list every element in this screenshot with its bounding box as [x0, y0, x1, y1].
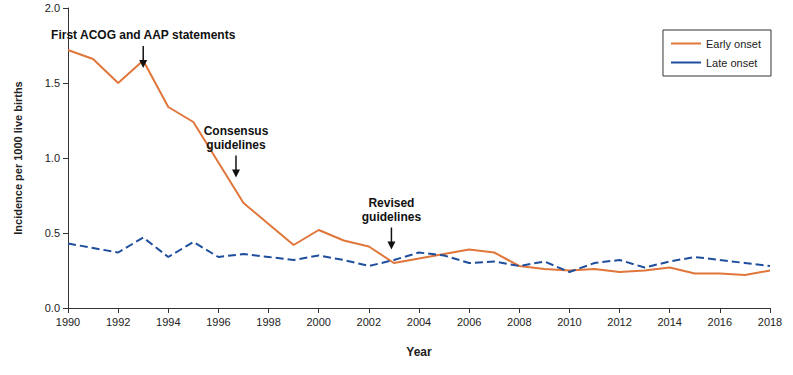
svg-text:guidelines: guidelines [206, 138, 266, 152]
svg-text:2008: 2008 [507, 316, 531, 328]
svg-text:1996: 1996 [206, 316, 230, 328]
svg-text:First ACOG and AAP statements: First ACOG and AAP statements [51, 28, 236, 42]
svg-text:Early onset: Early onset [706, 38, 761, 50]
svg-text:2018: 2018 [758, 316, 782, 328]
svg-text:Late onset: Late onset [706, 57, 757, 69]
svg-text:2012: 2012 [607, 316, 631, 328]
svg-text:0.5: 0.5 [45, 227, 60, 239]
svg-text:1992: 1992 [106, 316, 130, 328]
svg-text:1994: 1994 [156, 316, 180, 328]
svg-text:2016: 2016 [708, 316, 732, 328]
svg-text:1.5: 1.5 [45, 77, 60, 89]
svg-text:2004: 2004 [407, 316, 431, 328]
svg-text:1998: 1998 [256, 316, 280, 328]
svg-text:2014: 2014 [657, 316, 681, 328]
svg-text:2006: 2006 [457, 316, 481, 328]
svg-text:Incidence per 1000 live births: Incidence per 1000 live births [12, 81, 24, 234]
svg-text:2000: 2000 [306, 316, 330, 328]
svg-text:2002: 2002 [357, 316, 381, 328]
svg-text:Revised: Revised [368, 196, 414, 210]
svg-text:2010: 2010 [557, 316, 581, 328]
svg-text:guidelines: guidelines [362, 210, 422, 224]
svg-text:Year: Year [406, 345, 432, 359]
svg-text:2.0: 2.0 [45, 2, 60, 14]
svg-text:1990: 1990 [56, 316, 80, 328]
svg-text:Consensus: Consensus [204, 124, 269, 138]
svg-text:1.0: 1.0 [45, 152, 60, 164]
svg-text:0.0: 0.0 [45, 302, 60, 314]
